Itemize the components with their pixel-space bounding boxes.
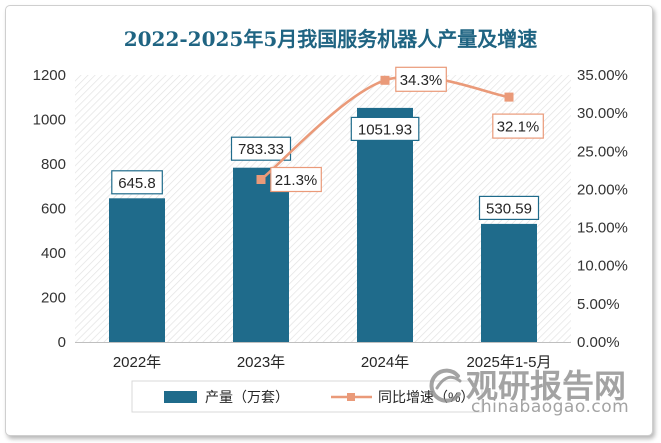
line-marker-3 — [380, 75, 390, 85]
line-marker-4 — [504, 92, 514, 102]
y-left-tick-label-2: 400 — [41, 245, 66, 262]
legend: 产量（万套） 同比增速（%） — [131, 380, 483, 413]
line-data-label-box-4 — [492, 113, 544, 139]
y-left-tick-label-5: 1000 — [33, 112, 66, 129]
bar-4 — [481, 223, 537, 342]
legend-label-production: 产量（万套） — [205, 389, 289, 405]
y-right-tick-label-3: 15.00% — [577, 220, 628, 237]
x-tick-label-3: 2024年 — [361, 354, 409, 371]
bar-3 — [357, 107, 413, 343]
bar-data-label-box-1 — [111, 170, 163, 195]
line-series — [256, 75, 514, 184]
line-marker-2 — [256, 175, 266, 184]
line-data-label-box-3 — [395, 66, 447, 92]
watermark-logo-icon — [429, 368, 462, 403]
legend-bar-swatch — [164, 391, 197, 403]
line-data-label-box-2 — [270, 166, 322, 193]
y-left-tick-label-0: 0 — [58, 334, 66, 351]
left-y-axis: 0 200 400 600 800 1000 1200 — [33, 67, 66, 351]
y-left-tick-label-3: 600 — [41, 201, 66, 218]
watermark: 观研报告网 chinabaogao.com — [429, 367, 629, 417]
x-axis: 2022年 2023年 2024年 2025年1-5月 — [75, 342, 571, 371]
y-right-tick-label-2: 10.00% — [577, 258, 628, 275]
bar-data-label-box-2 — [230, 136, 292, 161]
y-right-tick-label-4: 20.00% — [577, 181, 628, 198]
bar-data-label-2: 783.33 — [238, 141, 284, 158]
x-tick-label-4: 2025年1-5月 — [466, 354, 551, 371]
y-right-tick-label-5: 25.00% — [577, 143, 628, 160]
bar-2 — [233, 167, 289, 342]
line-data-label-2: 21.3% — [275, 172, 318, 189]
bar-1 — [109, 198, 165, 342]
x-tick-label-2: 2023年 — [237, 354, 285, 371]
bar-data-label-4: 530.59 — [486, 200, 532, 217]
watermark-site: chinabaogao.com — [471, 397, 629, 417]
bar-series — [109, 107, 537, 343]
y-right-tick-label-1: 5.00% — [577, 296, 620, 313]
line-data-label-4: 32.1% — [497, 119, 540, 136]
y-right-tick-label-0: 0.00% — [577, 334, 620, 351]
y-left-tick-label-1: 200 — [41, 290, 66, 307]
bar-data-labels: 645.8 783.33 1051.93 530.59 — [111, 116, 540, 220]
line-data-labels: 21.3% 34.3% 32.1% — [270, 66, 544, 193]
x-tick-label-1: 2022年 — [113, 354, 161, 371]
y-right-tick-label-7: 35.00% — [577, 67, 628, 84]
bar-data-label-3: 1051.93 — [358, 121, 412, 138]
chart-title: 2022-2025年5月我国服务机器人产量及增速 — [124, 27, 538, 51]
legend-box — [131, 380, 483, 413]
bar-data-label-box-3 — [350, 116, 420, 142]
y-left-tick-label-6: 1200 — [33, 67, 66, 84]
y-left-tick-label-4: 800 — [41, 156, 66, 173]
legend-line-marker — [347, 393, 355, 401]
line-data-label-3: 34.3% — [400, 72, 443, 89]
watermark-brand: 观研报告网 — [466, 367, 626, 405]
y-right-tick-label-6: 30.00% — [577, 105, 628, 122]
bar-data-label-1: 645.8 — [118, 175, 156, 192]
legend-label-growth: 同比增速（%） — [378, 389, 474, 405]
bar-data-label-box-4 — [478, 195, 540, 220]
right-y-axis: 0.00% 5.00% 10.00% 15.00% 20.00% 25.00% 30.00%… — [577, 67, 628, 351]
